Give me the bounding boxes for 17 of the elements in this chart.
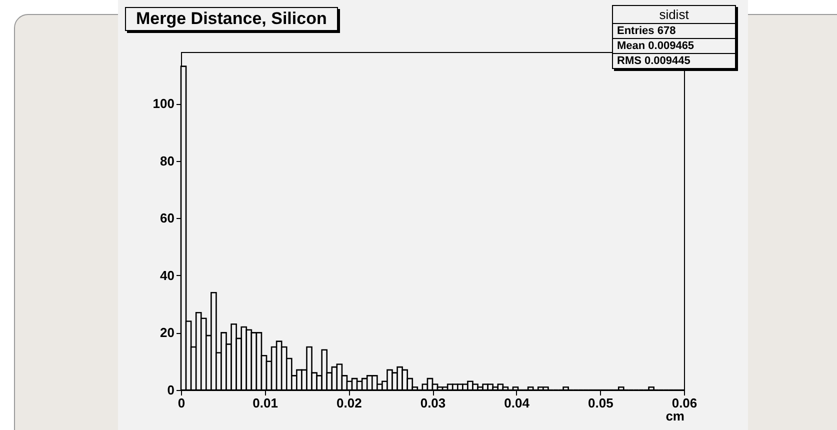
x-tick-label: 0.06 <box>672 396 698 410</box>
y-tick-label: 20 <box>160 325 174 340</box>
y-tick-label: 0 <box>167 382 174 398</box>
y-tick-label: 100 <box>152 96 174 112</box>
annotation: RMS 0.009445 <box>613 53 735 68</box>
y-tick-label: 40 <box>160 268 174 283</box>
y-tick-label: 80 <box>160 153 174 168</box>
x-tick-label: 0.05 <box>588 396 614 410</box>
statistics-box: sidist Entries 678 Mean 0.009465 RMS 0.009445 <box>612 5 736 69</box>
x-tick-label: 0.01 <box>252 396 278 410</box>
x-tick-label: 0.04 <box>504 396 530 410</box>
chart-title: Merge Distance, Silicon <box>125 7 338 31</box>
y-tick-label: 60 <box>160 210 174 226</box>
x-axis-title: cm <box>666 408 684 424</box>
x-tick-label: 0 <box>178 396 186 410</box>
x-tick-label: 0.02 <box>336 396 362 410</box>
x-tick-label: 0.03 <box>420 396 446 410</box>
